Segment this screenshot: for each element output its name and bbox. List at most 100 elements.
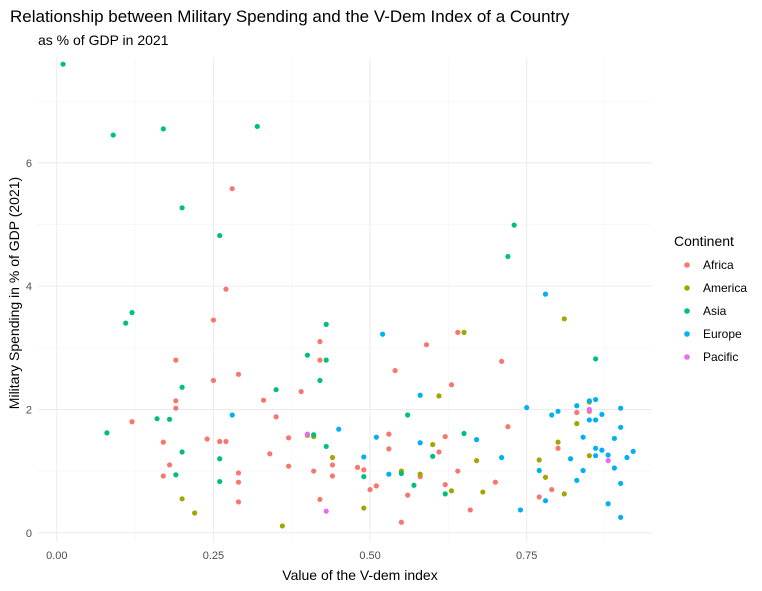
data-point-africa bbox=[448, 382, 455, 388]
data-point-asia bbox=[505, 253, 511, 260]
data-point-pacific bbox=[323, 508, 329, 514]
data-point-africa bbox=[555, 445, 561, 451]
data-point-africa bbox=[317, 357, 323, 363]
data-point-africa bbox=[210, 377, 217, 384]
legend-label-europe: Europe bbox=[703, 327, 742, 341]
data-point-africa bbox=[499, 358, 505, 364]
data-point-asia bbox=[273, 387, 279, 393]
data-point-europe bbox=[229, 412, 235, 418]
data-point-asia bbox=[405, 412, 411, 418]
data-point-europe bbox=[417, 440, 423, 446]
data-point-africa bbox=[229, 186, 235, 192]
data-point-africa bbox=[436, 449, 442, 455]
data-point-europe bbox=[549, 412, 555, 418]
data-point-africa bbox=[267, 451, 273, 457]
legend-label-africa: Africa bbox=[703, 258, 734, 272]
legend-key-europe bbox=[684, 331, 690, 337]
data-point-africa bbox=[129, 419, 135, 425]
data-point-africa bbox=[392, 367, 398, 374]
data-point-europe bbox=[524, 404, 530, 411]
chart-subtitle: as % of GDP in 2021 bbox=[38, 32, 169, 48]
data-point-asia bbox=[166, 416, 173, 422]
data-point-africa bbox=[235, 470, 242, 476]
data-point-europe bbox=[555, 408, 561, 414]
data-point-asia bbox=[317, 377, 323, 384]
data-point-pacific bbox=[586, 406, 592, 413]
data-point-asia bbox=[254, 123, 260, 130]
data-point-america bbox=[461, 329, 467, 335]
x-tick-label: 0.25 bbox=[203, 550, 224, 562]
data-point-america bbox=[561, 491, 567, 497]
data-point-africa bbox=[549, 486, 555, 493]
data-point-europe bbox=[605, 452, 611, 458]
data-point-africa bbox=[442, 482, 448, 488]
x-tick-label: 0.75 bbox=[516, 550, 537, 562]
data-point-europe bbox=[379, 331, 386, 337]
data-point-africa bbox=[467, 507, 473, 513]
data-point-asia bbox=[104, 430, 110, 436]
data-point-africa bbox=[260, 397, 267, 403]
data-point-asia bbox=[323, 357, 329, 363]
data-point-asia bbox=[154, 416, 160, 422]
x-axis-title: Value of the V-dem index bbox=[282, 567, 437, 583]
data-point-africa bbox=[455, 468, 461, 474]
data-point-europe bbox=[580, 434, 586, 440]
data-point-asia bbox=[179, 449, 185, 455]
data-point-europe bbox=[574, 403, 580, 409]
data-point-africa bbox=[223, 286, 229, 292]
data-point-asia bbox=[217, 478, 223, 485]
data-point-europe bbox=[593, 396, 599, 403]
data-point-africa bbox=[160, 473, 166, 479]
data-point-europe bbox=[618, 480, 624, 487]
data-point-asia bbox=[179, 384, 185, 390]
data-point-america bbox=[329, 454, 336, 461]
data-point-africa bbox=[536, 494, 542, 500]
data-point-africa bbox=[386, 446, 392, 452]
data-point-africa bbox=[398, 519, 404, 525]
data-point-america bbox=[179, 496, 185, 502]
data-point-africa bbox=[329, 462, 336, 468]
data-point-africa bbox=[505, 424, 511, 430]
legend-label-asia: Asia bbox=[703, 304, 727, 318]
data-point-america bbox=[480, 489, 486, 495]
data-point-africa bbox=[354, 464, 361, 470]
data-point-africa bbox=[367, 486, 373, 493]
data-point-europe bbox=[536, 467, 542, 474]
data-point-america bbox=[279, 523, 285, 529]
data-point-africa bbox=[166, 462, 173, 468]
data-point-africa bbox=[235, 371, 242, 377]
y-tick-label: 2 bbox=[26, 404, 32, 416]
data-point-africa bbox=[405, 492, 411, 498]
data-point-america bbox=[430, 441, 436, 448]
data-point-asia bbox=[430, 453, 436, 459]
data-point-africa bbox=[173, 405, 179, 411]
data-point-europe bbox=[611, 435, 618, 442]
data-point-america bbox=[436, 393, 442, 399]
y-tick-label: 6 bbox=[26, 158, 32, 170]
data-point-africa bbox=[329, 473, 336, 479]
data-point-africa bbox=[217, 438, 223, 445]
data-point-africa bbox=[442, 433, 448, 440]
data-point-europe bbox=[473, 437, 480, 443]
data-point-asia bbox=[217, 232, 223, 239]
data-point-europe bbox=[593, 417, 599, 423]
data-point-asia bbox=[461, 430, 467, 437]
data-point-america bbox=[448, 488, 455, 494]
data-point-africa bbox=[235, 499, 242, 505]
data-point-africa bbox=[317, 496, 323, 503]
data-point-africa bbox=[286, 435, 292, 441]
x-tick-label: 0.50 bbox=[359, 550, 380, 562]
data-point-america bbox=[586, 453, 592, 459]
data-point-africa bbox=[311, 468, 317, 474]
data-point-europe bbox=[567, 456, 574, 462]
data-point-europe bbox=[593, 445, 599, 451]
data-point-america bbox=[536, 457, 542, 463]
legend-label-pacific: Pacific bbox=[703, 350, 738, 364]
data-point-asia bbox=[411, 482, 417, 488]
data-point-asia bbox=[173, 472, 179, 478]
legend-key-asia bbox=[684, 308, 690, 314]
data-point-asia bbox=[160, 126, 166, 132]
legend-key-africa bbox=[684, 262, 690, 268]
data-point-africa bbox=[223, 438, 229, 445]
data-point-africa bbox=[423, 342, 430, 348]
